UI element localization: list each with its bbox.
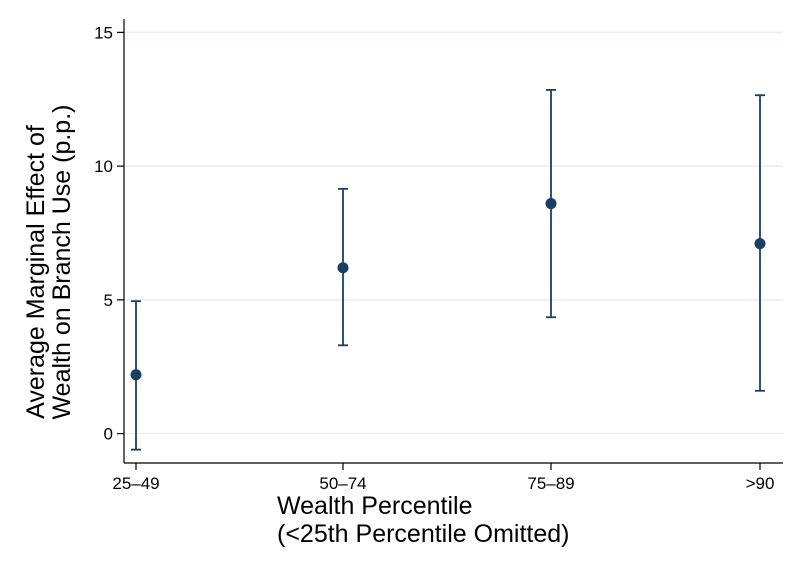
- x-tick-label: >90: [746, 474, 775, 493]
- y-axis-title: Average Marginal Effect of: [22, 125, 50, 419]
- y-tick-label: 5: [104, 291, 113, 310]
- x-ticks: 25–49 50–74 75–89 >90: [112, 463, 774, 493]
- gridlines: [124, 31, 783, 435]
- y-tick-label: 15: [94, 23, 113, 42]
- point-estimate: [545, 198, 557, 210]
- x-tick-label: 25–49: [112, 474, 159, 493]
- x-tick-label: 75–89: [527, 474, 574, 493]
- point-estimate: [337, 262, 349, 274]
- x-axis-title-line2: (<25th Percentile Omitted): [277, 520, 570, 548]
- y-tick-label: 10: [94, 157, 113, 176]
- y-axis-title-line2: Wealth on Branch Use (p.p.): [48, 105, 76, 420]
- y-tick-label: 0: [104, 425, 113, 444]
- point-estimate: [130, 369, 142, 381]
- y-ticks: 0 5 10 15: [94, 23, 124, 444]
- data-marks: [130, 88, 766, 451]
- x-tick-label: 50–74: [319, 474, 366, 493]
- x-axis-title: Wealth Percentile: [277, 492, 472, 520]
- point-estimate: [754, 238, 766, 250]
